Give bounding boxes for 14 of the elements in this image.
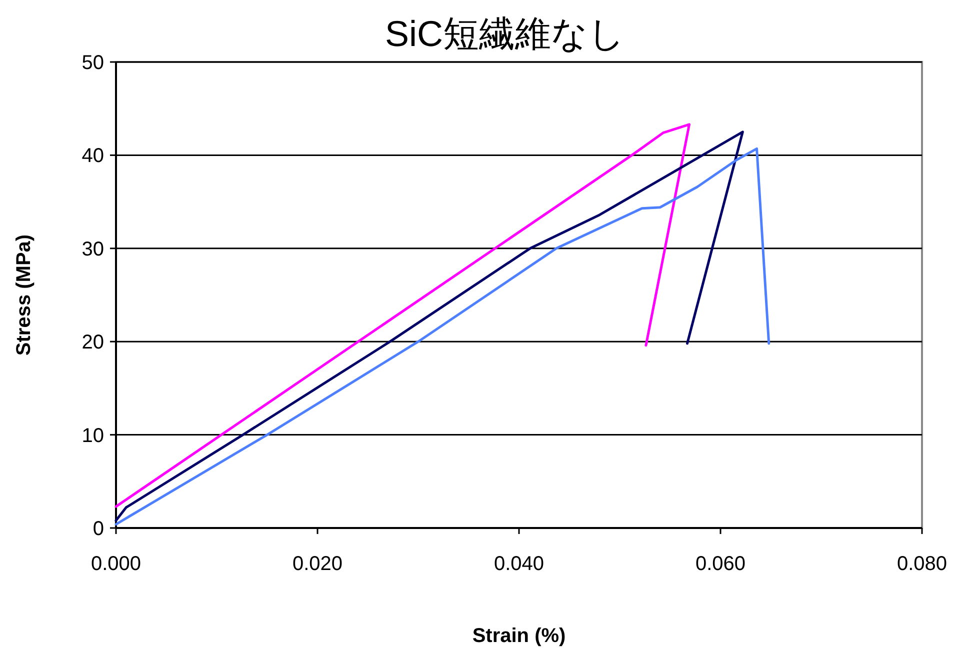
y-tick-label: 0 xyxy=(92,518,104,540)
y-axis-title: Stress (MPa) xyxy=(13,234,35,356)
y-tick-label: 50 xyxy=(82,52,104,74)
x-tick-label: 0.060 xyxy=(695,553,746,575)
x-tick-label: 0.000 xyxy=(90,553,142,575)
x-tick-label: 0.020 xyxy=(292,553,343,575)
chart-title: SiC短繊維なし xyxy=(384,13,626,54)
y-tick-label: 40 xyxy=(82,145,104,168)
x-tick-label: 0.040 xyxy=(494,553,544,575)
y-tick-label: 30 xyxy=(82,238,104,260)
y-tick-label: 10 xyxy=(82,424,104,447)
y-tick-label: 20 xyxy=(82,332,104,354)
x-tick-label: 0.080 xyxy=(896,553,948,575)
x-axis-title: Strain (%) xyxy=(472,625,566,647)
